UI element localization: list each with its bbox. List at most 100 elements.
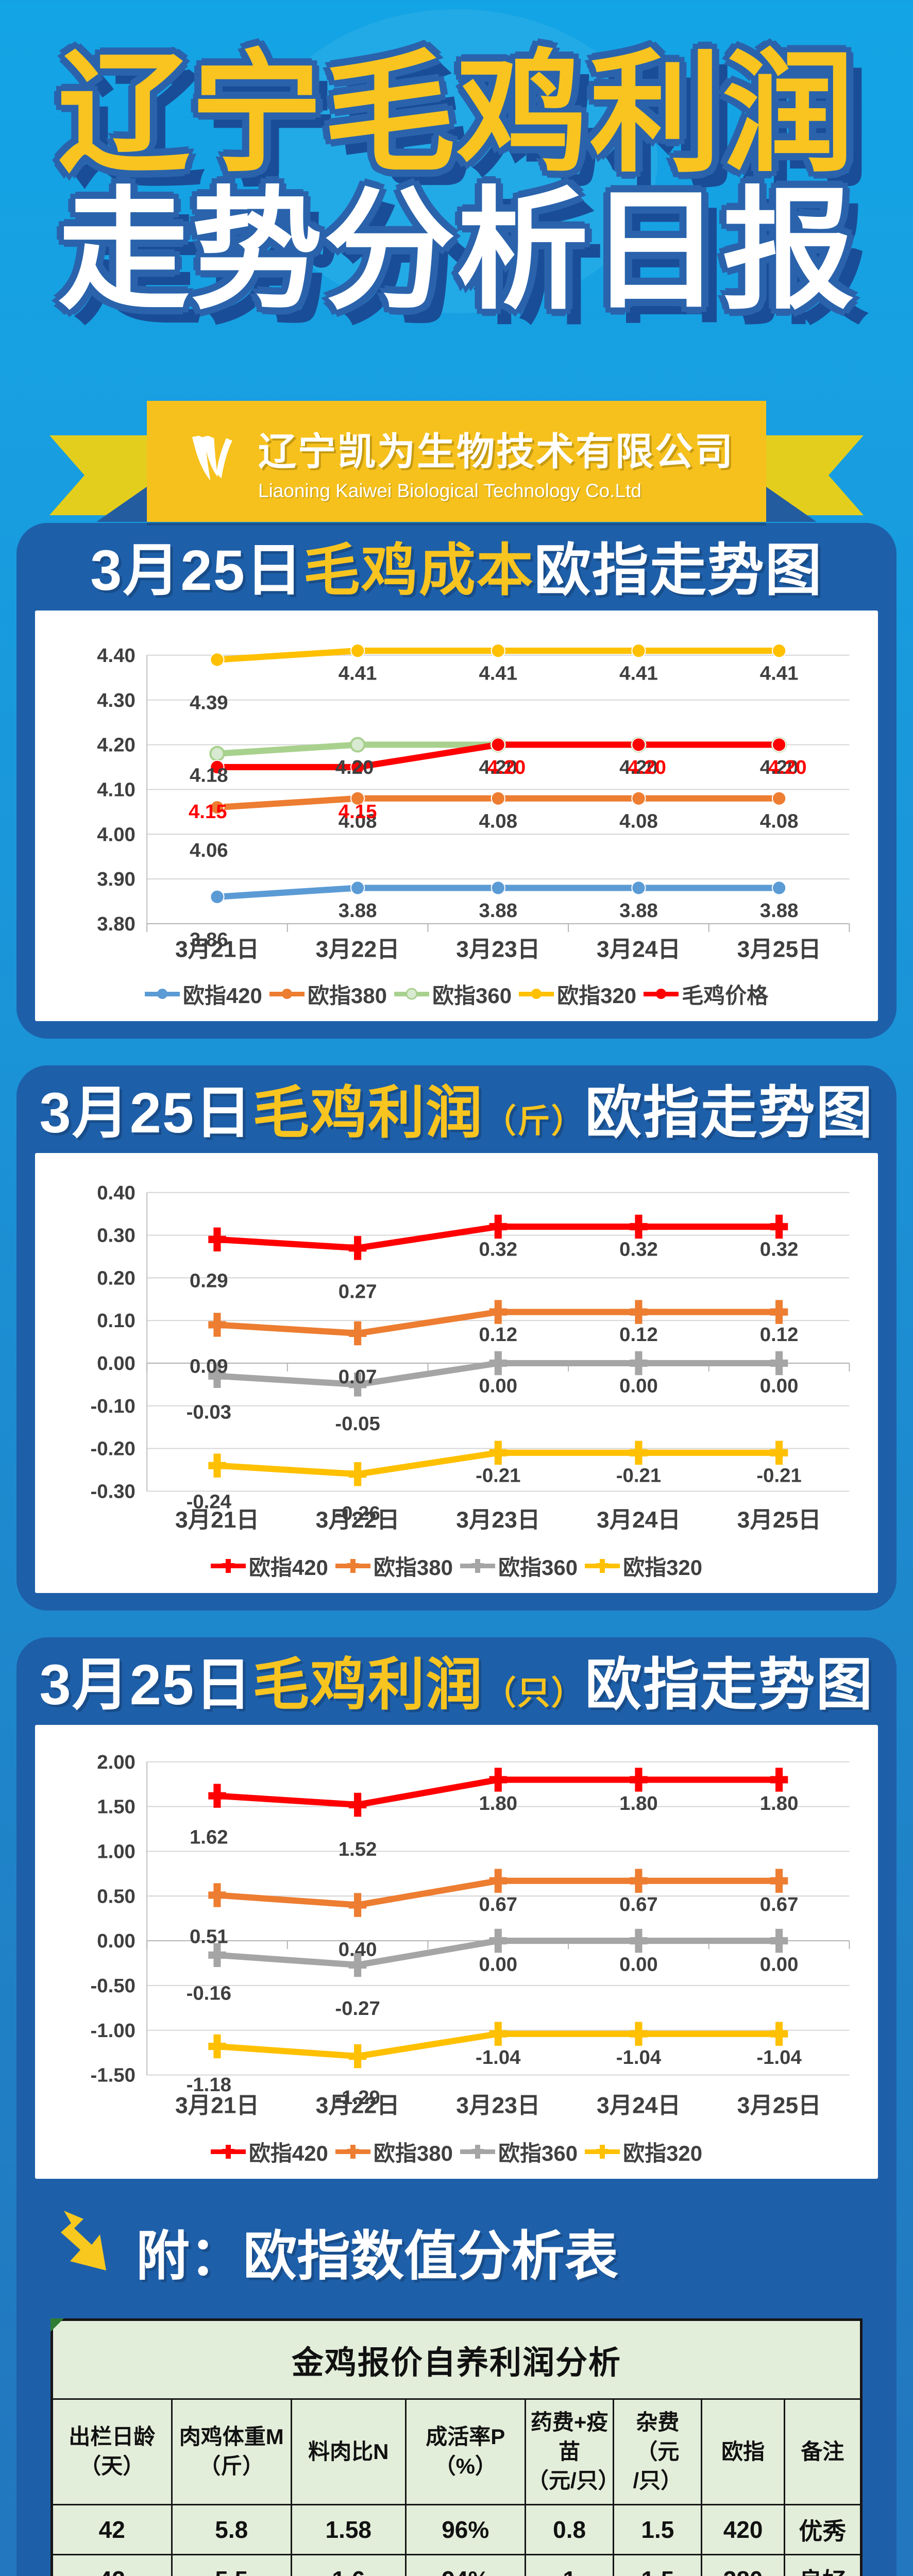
table-cell: 94% — [404, 2554, 526, 2576]
legend-marker-icon — [335, 2144, 370, 2159]
svg-text:0.00: 0.00 — [619, 1375, 658, 1397]
legend-label: 欧指380 — [373, 2141, 453, 2165]
line-chart: 0.40 0.30 0.20 0.10 0.00 -0.10 -0.20 -0.30 0.29 0… — [90, 1182, 850, 1533]
chart-legend: 欧指420 欧指380 欧指360 欧指320 毛鸡价格 — [35, 975, 878, 1016]
table-cell: 380 — [701, 2554, 785, 2576]
chart-card: 0.40 0.30 0.20 0.10 0.00 -0.10 -0.20 -0.30 0.29 0… — [35, 1153, 878, 1594]
svg-text:4.15: 4.15 — [339, 801, 377, 823]
svg-text:0.09: 0.09 — [190, 1355, 228, 1377]
svg-text:4.20: 4.20 — [335, 756, 374, 778]
chart-plot-area: 0.40 0.30 0.20 0.10 0.00 -0.10 -0.20 -0.30 0.29 0… — [35, 1156, 878, 1547]
svg-text:-0.26: -0.26 — [335, 1502, 380, 1524]
svg-text:0.07: 0.07 — [339, 1366, 377, 1388]
svg-text:-0.03: -0.03 — [187, 1401, 231, 1423]
svg-text:3.88: 3.88 — [619, 900, 658, 922]
svg-text:-1.04: -1.04 — [476, 2047, 521, 2069]
legend-label: 欧指360 — [498, 1555, 578, 1580]
svg-text:3月21日: 3月21日 — [175, 1507, 259, 1533]
svg-text:0.12: 0.12 — [619, 1324, 658, 1346]
svg-text:0.30: 0.30 — [97, 1224, 136, 1246]
table-header-cell: 杂费（元 /只） — [613, 2398, 703, 2506]
svg-text:1.80: 1.80 — [479, 1792, 517, 1815]
svg-text:4.20: 4.20 — [628, 756, 666, 778]
svg-text:-1.29: -1.29 — [335, 2087, 380, 2109]
hero-section: 辽宁毛鸡利润 走势分析日报 辽宁凯为生物技术有限公司 Liaoning Kaiw… — [0, 0, 913, 523]
table-cell: 1.6 — [291, 2554, 407, 2576]
svg-text:0.40: 0.40 — [339, 1939, 377, 1961]
legend-marker-icon — [460, 1559, 495, 1573]
svg-text:3月25日: 3月25日 — [737, 2093, 821, 2119]
svg-text:3月21日: 3月21日 — [175, 937, 259, 962]
svg-text:0.67: 0.67 — [619, 1894, 658, 1916]
svg-text:4.20: 4.20 — [768, 756, 807, 778]
svg-text:4.20: 4.20 — [97, 734, 136, 756]
svg-text:3.88: 3.88 — [479, 900, 517, 922]
svg-text:3.86: 3.86 — [190, 929, 228, 951]
chart-card: 2.00 1.50 1.00 0.50 0.00 -0.50 -1.00 -1.50 1.62 1… — [35, 1725, 878, 2179]
legend-marker-icon — [644, 988, 679, 999]
svg-text:-0.21: -0.21 — [616, 1464, 661, 1486]
chart-legend: 欧指420 欧指380 欧指360 欧指320 — [35, 1547, 878, 1588]
chart-title-segment: （斤） — [483, 1102, 585, 1140]
legend-label: 欧指360 — [498, 2141, 578, 2165]
chart-title-segment: 欧指走势图 — [585, 1653, 874, 1717]
svg-text:-0.50: -0.50 — [90, 1975, 135, 1997]
chart-plot-area: 2.00 1.50 1.00 0.50 0.00 -0.50 -1.00 -1.50 1.62 1… — [35, 1728, 878, 2133]
svg-text:-1.50: -1.50 — [90, 2064, 135, 2087]
svg-text:-0.27: -0.27 — [335, 1997, 380, 2020]
svg-text:4.10: 4.10 — [97, 778, 136, 801]
svg-text:3月21日: 3月21日 — [175, 2093, 259, 2119]
svg-text:4.20: 4.20 — [487, 756, 526, 778]
legend-marker-icon — [210, 1559, 246, 1573]
svg-text:4.20: 4.20 — [479, 756, 517, 778]
svg-text:0.00: 0.00 — [97, 1352, 136, 1375]
legend-item: 欧指360 — [460, 1550, 578, 1582]
svg-text:0.50: 0.50 — [97, 1886, 136, 1908]
svg-text:0.51: 0.51 — [190, 1926, 228, 1948]
company-banner: 辽宁凯为生物技术有限公司 Liaoning Kaiwei Biological … — [147, 401, 766, 522]
svg-text:0.32: 0.32 — [619, 1238, 658, 1260]
svg-text:-0.05: -0.05 — [335, 1413, 380, 1435]
svg-text:1.50: 1.50 — [97, 1796, 136, 1818]
svg-text:0.32: 0.32 — [760, 1238, 799, 1260]
legend-marker-icon — [519, 988, 554, 999]
svg-text:0.12: 0.12 — [479, 1324, 517, 1346]
svg-text:-0.16: -0.16 — [187, 1982, 231, 2005]
svg-text:3.80: 3.80 — [97, 913, 136, 935]
table-cell: 0.8 — [524, 2504, 615, 2556]
svg-text:3月25日: 3月25日 — [737, 937, 821, 962]
table-corner-mark — [50, 2318, 64, 2332]
svg-text:0.27: 0.27 — [339, 1280, 377, 1302]
svg-text:3.88: 3.88 — [760, 900, 799, 922]
chart-title-segment: 3月25日 — [39, 1653, 253, 1717]
svg-text:0.00: 0.00 — [479, 1375, 517, 1397]
table-header-cell: 肉鸡体重M （斤） — [171, 2398, 292, 2506]
svg-text:4.41: 4.41 — [760, 663, 799, 685]
legend-marker-icon — [210, 2144, 246, 2159]
table-header-cell: 欧指 — [701, 2398, 785, 2506]
chart-title-segment: （只） — [483, 1674, 585, 1712]
legend-label: 欧指380 — [373, 1555, 453, 1580]
svg-text:4.41: 4.41 — [479, 663, 517, 685]
svg-text:-1.18: -1.18 — [187, 2074, 231, 2096]
svg-text:-1.04: -1.04 — [616, 2047, 662, 2069]
svg-text:3月24日: 3月24日 — [597, 937, 681, 962]
background-ellipse — [256, 9, 657, 313]
svg-text:4.08: 4.08 — [760, 810, 799, 832]
poster-title-line2: 走势分析日报 — [57, 177, 855, 325]
svg-text:4.41: 4.41 — [619, 663, 658, 685]
svg-text:0.00: 0.00 — [479, 1954, 517, 1976]
table-cell: 5.8 — [171, 2504, 292, 2556]
table-header-cell: 药费+疫苗 （元/只） — [524, 2398, 620, 2506]
poster-title: 辽宁毛鸡利润 走势分析日报 — [0, 0, 913, 325]
company-name-en: Liaoning Kaiwei Biological Technology Co… — [258, 480, 641, 501]
svg-text:2.00: 2.00 — [97, 1751, 136, 1773]
svg-text:0.00: 0.00 — [619, 1954, 658, 1976]
line-chart: 4.40 4.30 4.20 4.10 4.00 3.90 3.80 3.86 3.88 3.88… — [97, 643, 850, 962]
svg-text:-1.04: -1.04 — [756, 2047, 802, 2069]
chart-panel-cost: 3月25日毛鸡成本欧指走势图 4.40 4.30 4.20 4.10 4.00 3.90 3… — [16, 523, 897, 1039]
svg-text:0.00: 0.00 — [760, 1375, 799, 1397]
svg-text:3.88: 3.88 — [339, 900, 377, 922]
table-header-cell: 成活率P （%） — [404, 2398, 526, 2506]
svg-text:0.67: 0.67 — [760, 1894, 799, 1916]
